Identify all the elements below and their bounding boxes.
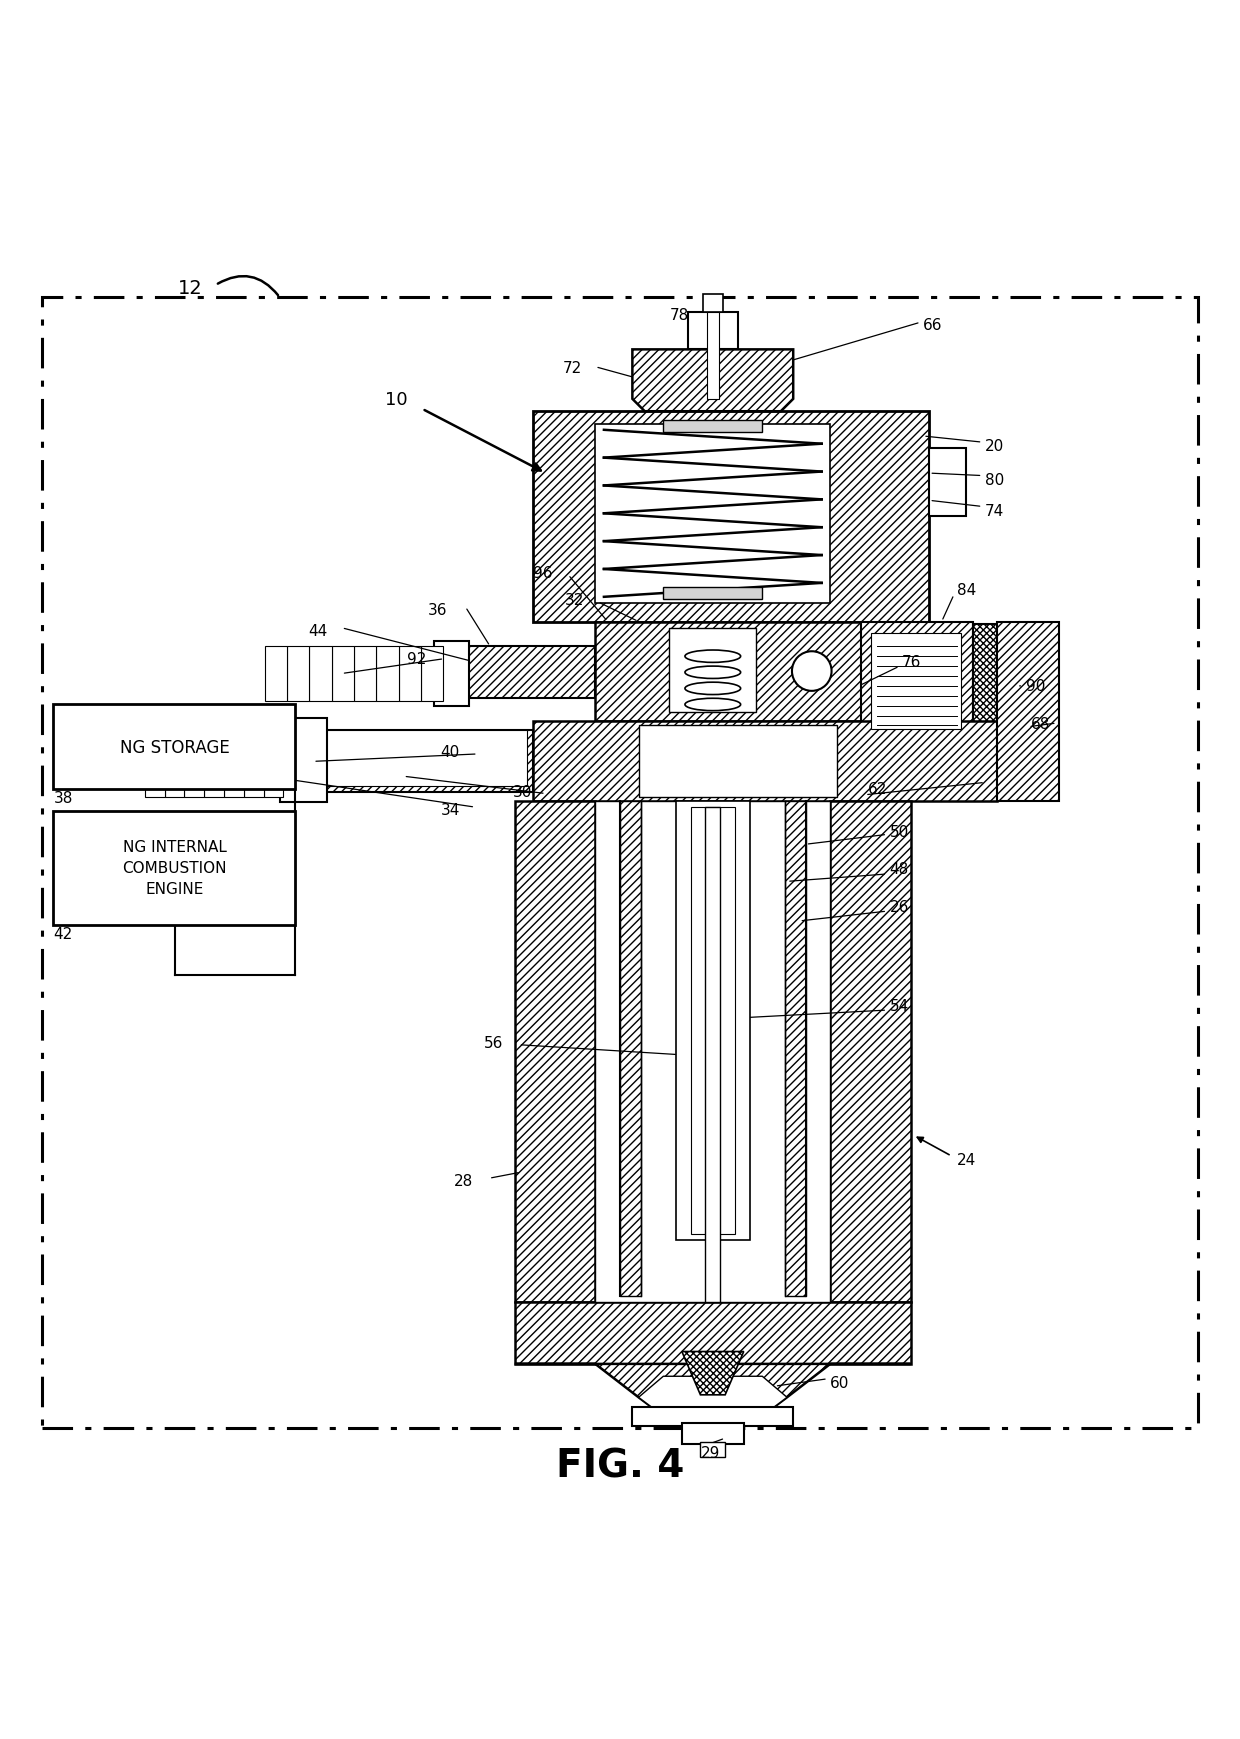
Polygon shape — [997, 623, 1059, 802]
Polygon shape — [515, 1303, 910, 1363]
Text: 76: 76 — [901, 654, 921, 670]
Text: 30: 30 — [512, 784, 532, 800]
Bar — [420, 647, 443, 701]
Bar — [244, 727, 264, 798]
Bar — [595, 802, 831, 1303]
Polygon shape — [862, 623, 972, 739]
Text: 26: 26 — [890, 899, 909, 915]
Bar — [324, 730, 527, 786]
Bar — [280, 718, 327, 803]
Bar — [663, 421, 763, 433]
Polygon shape — [533, 722, 997, 802]
Text: FIG. 4: FIG. 4 — [556, 1447, 684, 1485]
Polygon shape — [632, 350, 794, 412]
Bar — [224, 727, 244, 798]
Polygon shape — [972, 624, 1022, 723]
Bar — [632, 1407, 794, 1426]
Text: 96: 96 — [533, 565, 553, 581]
Text: 48: 48 — [890, 863, 909, 876]
Bar — [288, 647, 310, 701]
Text: 24: 24 — [956, 1153, 976, 1167]
Text: 12: 12 — [179, 278, 203, 297]
Circle shape — [792, 652, 832, 692]
Text: 36: 36 — [428, 602, 448, 617]
Bar — [691, 807, 735, 1235]
Polygon shape — [639, 1377, 787, 1416]
Text: 38: 38 — [53, 790, 73, 805]
Text: 54: 54 — [890, 998, 909, 1014]
Text: 92: 92 — [407, 652, 427, 666]
Text: 40: 40 — [440, 744, 460, 760]
Bar — [595, 424, 831, 603]
Bar — [310, 647, 332, 701]
Polygon shape — [595, 623, 862, 722]
Bar — [670, 628, 756, 713]
Polygon shape — [831, 802, 910, 1303]
Text: 90: 90 — [1025, 678, 1045, 694]
Bar — [688, 313, 738, 350]
Text: 78: 78 — [670, 308, 688, 323]
Bar — [205, 727, 224, 798]
Text: NG INTERNAL
COMBUSTION
ENGINE: NG INTERNAL COMBUSTION ENGINE — [123, 840, 227, 897]
Bar — [185, 727, 205, 798]
Bar — [701, 1442, 725, 1457]
Bar — [682, 1424, 744, 1445]
Bar — [264, 727, 284, 798]
Polygon shape — [533, 412, 929, 623]
Bar — [353, 647, 376, 701]
Text: 72: 72 — [563, 362, 583, 376]
Polygon shape — [515, 802, 595, 1303]
Polygon shape — [785, 802, 806, 1296]
Text: 84: 84 — [956, 583, 976, 598]
Text: 62: 62 — [868, 781, 887, 796]
Bar — [707, 313, 719, 400]
Bar — [165, 727, 185, 798]
Bar — [53, 704, 295, 790]
Text: 50: 50 — [890, 824, 909, 840]
Bar — [332, 647, 353, 701]
Text: 68: 68 — [1030, 716, 1050, 730]
Polygon shape — [465, 647, 595, 699]
Bar — [265, 647, 288, 701]
Bar — [145, 727, 165, 798]
Text: 80: 80 — [985, 473, 1004, 487]
Text: 29: 29 — [701, 1445, 719, 1461]
Text: 20: 20 — [985, 440, 1004, 454]
Bar — [376, 647, 398, 701]
Polygon shape — [620, 802, 641, 1296]
Text: 42: 42 — [53, 927, 73, 941]
Text: 60: 60 — [831, 1376, 849, 1389]
Bar — [53, 812, 295, 925]
Polygon shape — [515, 1363, 910, 1416]
Bar — [639, 727, 837, 798]
Text: 66: 66 — [923, 318, 942, 332]
Bar — [706, 807, 720, 1303]
Text: 10: 10 — [384, 391, 408, 409]
Bar — [929, 449, 966, 516]
Bar — [434, 642, 469, 706]
Bar — [676, 802, 750, 1240]
Text: 44: 44 — [309, 623, 327, 638]
Bar — [703, 294, 723, 313]
Text: 34: 34 — [440, 803, 460, 817]
Polygon shape — [317, 730, 533, 793]
Polygon shape — [682, 1351, 744, 1395]
Text: 28: 28 — [454, 1174, 474, 1188]
Bar — [663, 588, 763, 600]
Text: 74: 74 — [985, 503, 1004, 518]
Text: 32: 32 — [564, 593, 584, 607]
Bar — [398, 647, 420, 701]
Bar — [872, 633, 961, 730]
Text: NG STORAGE: NG STORAGE — [120, 737, 229, 756]
Text: 56: 56 — [484, 1035, 503, 1050]
